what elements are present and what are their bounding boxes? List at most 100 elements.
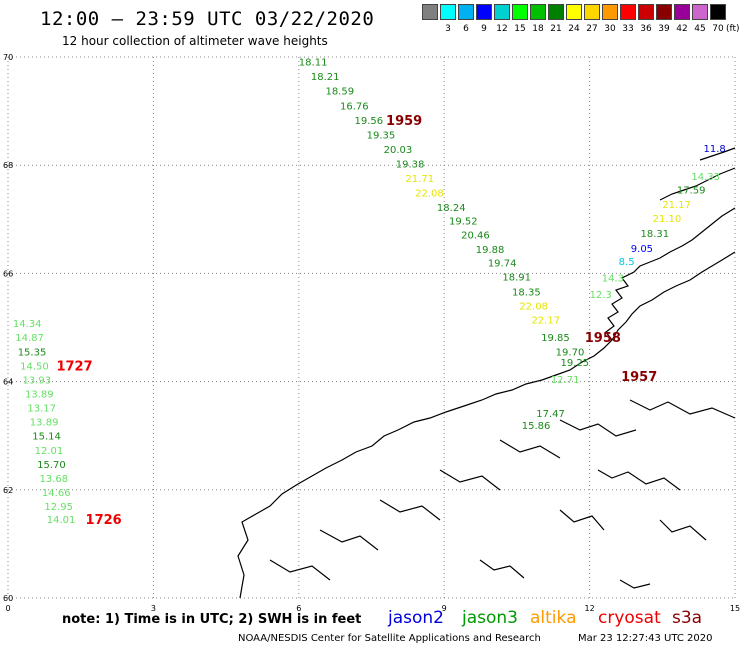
wave-height-label: 9.05 — [631, 244, 653, 255]
footer-note: note: 1) Time is in UTC; 2) SWH is in fe… — [62, 612, 362, 627]
color-swatch — [530, 4, 546, 20]
color-swatch — [692, 4, 708, 20]
coastline-segment — [597, 469, 681, 491]
color-swatch — [440, 4, 456, 20]
color-swatch — [674, 4, 690, 20]
satellite-legend-s3a: s3a — [672, 608, 703, 628]
wave-height-label: 14.87 — [15, 333, 44, 344]
wave-height-label: 15.35 — [18, 347, 47, 358]
wave-height-label: 15.70 — [37, 460, 66, 471]
wave-height-label: 12.95 — [44, 502, 73, 513]
color-swatch — [548, 4, 564, 20]
color-scale-label: 6 — [463, 24, 469, 34]
color-scale-label: 12 — [496, 24, 508, 34]
coastline — [237, 147, 736, 599]
color-swatch — [620, 4, 636, 20]
wave-height-label: 13.17 — [27, 404, 56, 415]
wave-height-label: 20.46 — [461, 230, 490, 241]
color-scale-label: 18 — [532, 24, 544, 34]
wave-height-label: 19.52 — [449, 216, 478, 227]
lat-tick-label: 64 — [3, 378, 13, 387]
color-swatch — [494, 4, 510, 20]
color-swatch — [710, 4, 726, 20]
lon-tick-label: 0 — [5, 604, 10, 613]
lon-tick-label: 9 — [442, 604, 447, 613]
wave-height-label: 14.3 — [602, 274, 624, 285]
wave-height-label: 19.74 — [488, 259, 517, 270]
page-subtitle: 12 hour collection of altimeter wave hei… — [62, 34, 328, 48]
wave-height-label: 18.59 — [325, 87, 354, 98]
coastline-segment — [439, 469, 501, 491]
wave-height-label: 22.08 — [415, 188, 444, 199]
color-scale-unit: (ft) — [726, 24, 740, 34]
wave-height-label: 19.38 — [396, 160, 425, 171]
color-scale-label: 21 — [550, 24, 562, 34]
wave-height-label: 22.08 — [519, 301, 548, 312]
wave-height-label: 19.25 — [561, 358, 590, 369]
wave-height-label: 22.17 — [531, 315, 560, 326]
credit-line: NOAA/NESDIS Center for Satellite Applica… — [238, 633, 541, 644]
coastline-segment — [605, 207, 736, 341]
lat-tick-label: 70 — [3, 53, 13, 62]
wave-height-label: 20.03 — [384, 145, 413, 156]
satellite-legend-cryosat: cryosat — [598, 608, 661, 628]
wave-height-label: 19.56 — [355, 116, 384, 127]
pass-time-label: 1959 — [386, 114, 422, 129]
wave-height-label: 21.17 — [662, 200, 691, 211]
timestamp: Mar 23 12:27:43 UTC 2020 — [578, 633, 713, 644]
color-swatch — [584, 4, 600, 20]
wave-height-observations: 18.11 18.21 18.59 16.76 19.56 19.35 20.03 19.38… — [13, 57, 726, 526]
color-swatch — [476, 4, 492, 20]
wave-height-label: 13.89 — [30, 418, 59, 429]
color-scale-label: 9 — [481, 24, 487, 34]
pass-time-label: 1727 — [56, 359, 92, 374]
wave-height-label: 13.93 — [23, 375, 52, 386]
lat-tick-label: 62 — [3, 486, 13, 495]
lon-tick-label: 15 — [730, 604, 740, 613]
pass-time-labels: 1959 1958 1957 1727 1726 — [56, 114, 657, 528]
lon-tick-label: 6 — [296, 604, 301, 613]
wave-height-label: 18.21 — [311, 72, 340, 83]
color-scale-label: 42 — [676, 24, 688, 34]
coastline-segment — [619, 579, 651, 589]
pass-time-label: 1726 — [86, 513, 122, 528]
coastline-segment — [319, 529, 379, 551]
page-title: 12:00 – 23:59 UTC 03/22/2020 — [40, 8, 375, 30]
wave-height-label: 19.85 — [541, 333, 570, 344]
color-scale-label: 15 — [514, 24, 526, 34]
coastline-segment — [269, 559, 331, 581]
wave-height-label: 14.66 — [42, 488, 71, 499]
coastline-segment — [559, 419, 637, 437]
satellite-legend-jason2: jason2 — [388, 608, 444, 628]
wave-height-label: 14.50 — [20, 361, 49, 372]
color-swatch — [458, 4, 474, 20]
wave-height-label: 8.5 — [619, 257, 635, 268]
color-scale-label: 45 — [694, 24, 706, 34]
wave-height-label: 14.34 — [13, 319, 42, 330]
wave-height-label: 18.24 — [437, 203, 466, 214]
coastline-segment — [659, 519, 707, 541]
wave-height-label: 12.3 — [590, 290, 612, 301]
wave-height-label: 12.71 — [551, 375, 580, 386]
color-swatch — [566, 4, 582, 20]
satellite-legend-jason3: jason3 — [462, 608, 518, 628]
wave-height-label: 15.14 — [32, 432, 61, 443]
color-swatch — [638, 4, 654, 20]
wave-height-label: 18.11 — [299, 57, 328, 68]
wave-height-label: 14.01 — [47, 515, 76, 526]
axis-ticks: 0 3 6 9 12 15 60 62 64 66 68 70 — [3, 53, 740, 613]
wave-height-label: 11.8 — [703, 144, 725, 155]
color-swatch — [512, 4, 528, 20]
wave-height-label: 14.33 — [691, 172, 720, 183]
wave-height-label: 12.01 — [35, 446, 64, 457]
color-scale-label: 39 — [658, 24, 670, 34]
wave-height-label: 19.35 — [367, 130, 396, 141]
wave-height-label: 18.35 — [512, 287, 541, 298]
wave-height-label: 21.10 — [653, 214, 682, 225]
wave-height-label: 16.76 — [340, 102, 369, 113]
wave-height-label: 13.68 — [40, 474, 69, 485]
lat-tick-label: 60 — [3, 594, 13, 603]
pass-time-label: 1958 — [585, 331, 621, 346]
